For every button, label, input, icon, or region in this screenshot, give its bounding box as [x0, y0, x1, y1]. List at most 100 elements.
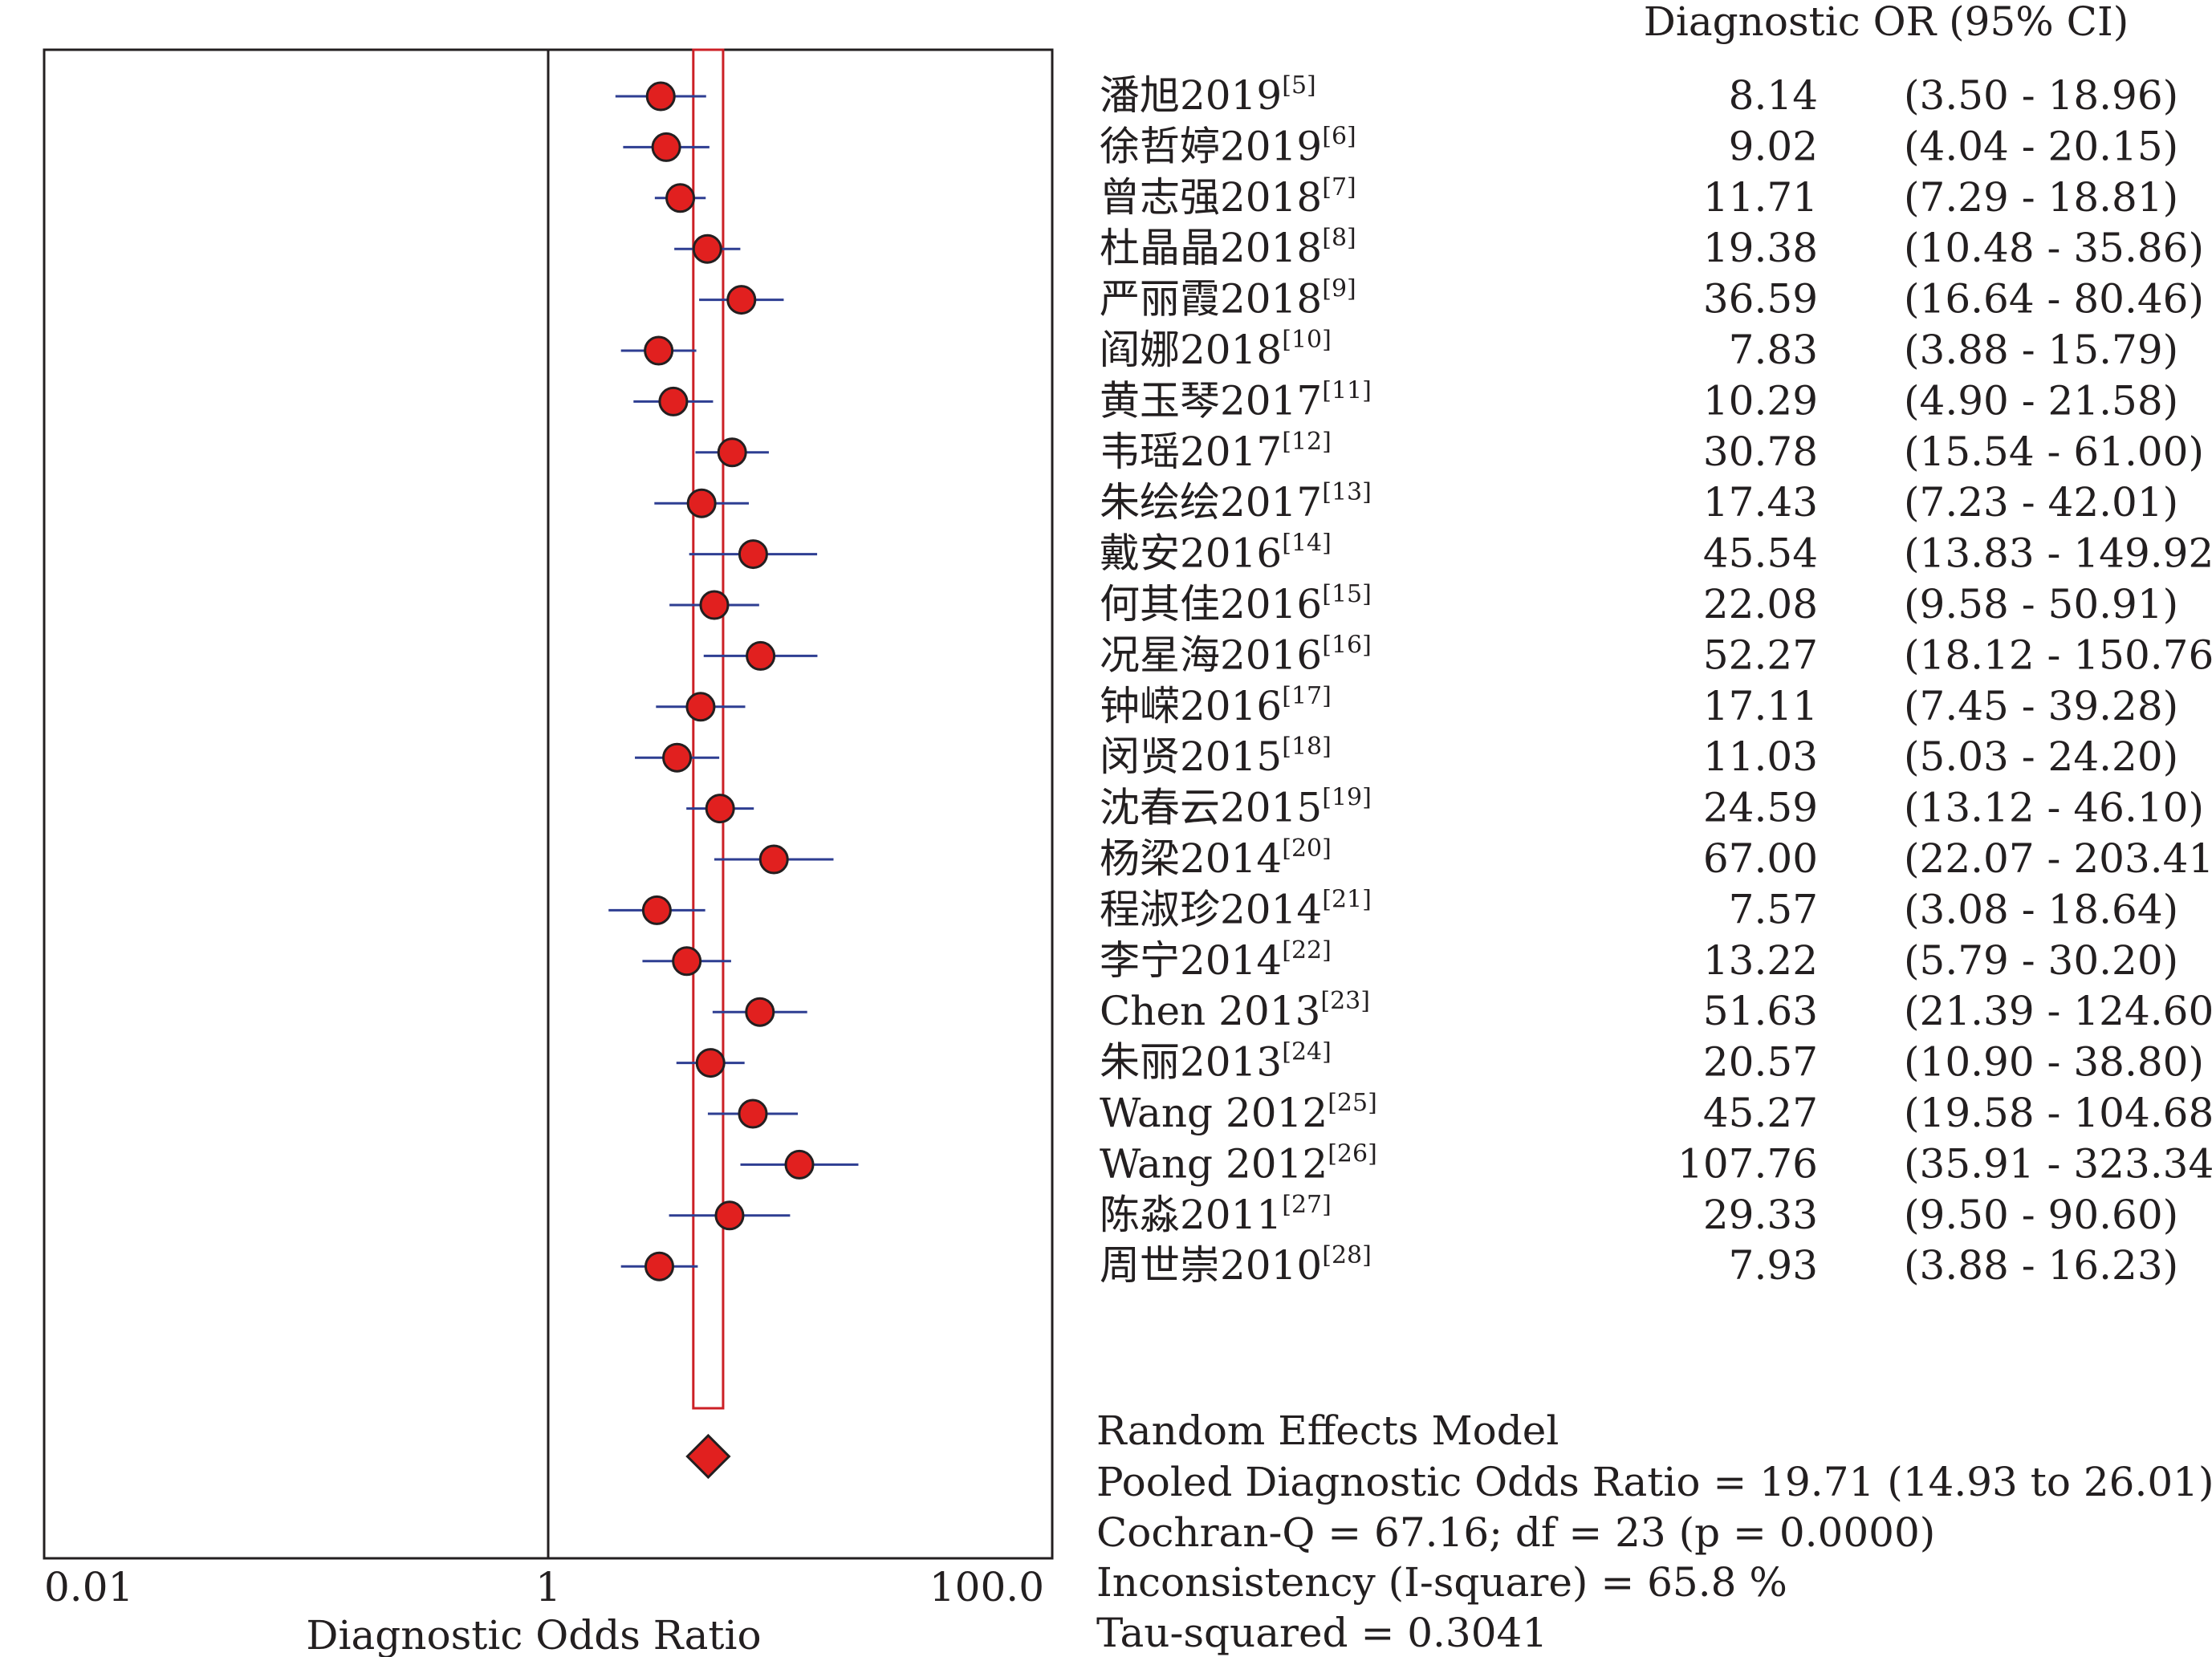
summary-block: Random Effects Model Pooled Diagnostic O… — [1096, 1407, 2212, 1656]
study-ci-value: (21.39 - 124.60) — [1904, 988, 2212, 1034]
x-axis: 0.01 1 100.0 — [44, 1564, 1044, 1610]
study-point — [686, 488, 717, 518]
study-reference: [5] — [1282, 71, 1316, 100]
study-point — [692, 234, 722, 264]
study-reference: [11] — [1322, 376, 1372, 404]
study-name: 韦瑶2017[12] — [1100, 428, 1332, 475]
study-ci-value: (10.90 - 38.80) — [1904, 1039, 2204, 1086]
study-or-value: 17.11 — [1703, 683, 1818, 729]
study-or-value: 7.57 — [1729, 886, 1818, 932]
study-ci-value: (18.12 - 150.76) — [1904, 632, 2212, 678]
study-reference: [23] — [1320, 987, 1370, 1015]
study-point — [685, 692, 716, 722]
study-reference: [8] — [1322, 224, 1356, 252]
study-or-value: 45.54 — [1703, 530, 1818, 577]
point-layer — [641, 81, 815, 1281]
study-or-value: 67.00 — [1703, 835, 1818, 882]
study-ci-value: (3.50 - 18.96) — [1904, 72, 2178, 119]
study-ci-value: (22.07 - 203.41) — [1904, 835, 2212, 882]
study-reference: [12] — [1282, 428, 1332, 456]
study-name: 钟嵘2016[17] — [1100, 682, 1332, 729]
study-reference: [16] — [1322, 631, 1372, 659]
study-name: 闵贤2015[18] — [1100, 733, 1332, 780]
study-point — [714, 1200, 745, 1231]
study-reference: [9] — [1322, 275, 1356, 303]
study-or-value: 19.38 — [1703, 225, 1818, 271]
study-name: Chen 2013[23] — [1100, 987, 1370, 1034]
study-or-value: 52.27 — [1703, 632, 1818, 678]
study-point — [644, 1251, 674, 1281]
study-point — [644, 335, 674, 366]
study-ci-value: (13.12 - 46.10) — [1904, 785, 2204, 831]
study-point — [658, 386, 689, 416]
study-reference: [13] — [1322, 478, 1372, 506]
study-ci-value: (4.90 - 21.58) — [1904, 377, 2178, 424]
study-ci-value: (4.04 - 20.15) — [1904, 123, 2178, 169]
study-reference: [22] — [1282, 936, 1332, 965]
study-name: 何其佳2016[15] — [1100, 580, 1372, 627]
study-ci-value: (10.48 - 35.86) — [1904, 225, 2204, 271]
study-reference: [25] — [1328, 1089, 1377, 1117]
study-or-value: 11.71 — [1703, 174, 1818, 221]
study-name: 李宁2014[22] — [1100, 936, 1332, 984]
study-or-value: 20.57 — [1703, 1039, 1818, 1086]
study-point — [738, 1099, 768, 1129]
study-or-value: 10.29 — [1703, 377, 1818, 424]
study-reference: [18] — [1282, 733, 1332, 761]
study-ci-value: (15.54 - 61.00) — [1904, 428, 2204, 475]
plot-area — [43, 48, 1054, 1560]
pooled-ci-band — [692, 48, 725, 1410]
study-reference: [15] — [1322, 580, 1372, 608]
study-ci-value: (3.08 - 18.64) — [1904, 886, 2178, 932]
study-point — [758, 844, 789, 875]
study-or-value: 8.14 — [1729, 72, 1818, 119]
study-name: Wang 2012[25] — [1100, 1089, 1377, 1136]
study-or-value: 13.22 — [1703, 937, 1818, 984]
study-or-value: 22.08 — [1703, 581, 1818, 627]
study-name: Wang 2012[26] — [1100, 1139, 1377, 1187]
summary-pooled-or: Pooled Diagnostic Odds Ratio = 19.71 (14… — [1096, 1459, 2212, 1505]
x-tick-label: 0.01 — [44, 1564, 133, 1610]
study-reference: [14] — [1282, 530, 1332, 558]
study-reference: [7] — [1322, 173, 1356, 201]
study-name: 曾志强2018[7] — [1100, 173, 1356, 221]
study-reference: [27] — [1282, 1191, 1332, 1219]
study-or-value: 29.33 — [1703, 1192, 1818, 1238]
study-point — [672, 946, 702, 977]
table-header: Diagnostic OR (95% CI) — [1644, 0, 2129, 45]
study-ci-value: (16.64 - 80.46) — [1904, 276, 2204, 323]
study-or-value: 7.83 — [1729, 327, 1818, 373]
study-ci-value: (5.03 - 24.20) — [1904, 733, 2178, 780]
study-point — [784, 1149, 815, 1180]
summary-i-square: Inconsistency (I-square) = 65.8 % — [1096, 1559, 1787, 1606]
study-reference: [6] — [1322, 122, 1356, 150]
study-or-value: 9.02 — [1729, 123, 1818, 169]
study-or-value: 30.78 — [1703, 428, 1818, 475]
study-ci-value: (7.45 - 39.28) — [1904, 683, 2178, 729]
study-point — [705, 794, 735, 824]
study-reference: [28] — [1322, 1241, 1372, 1269]
study-reference: [19] — [1322, 784, 1372, 812]
study-ci-value: (9.50 - 90.60) — [1904, 1192, 2178, 1238]
study-ci-value: (3.88 - 16.23) — [1904, 1242, 2178, 1289]
summary-model: Random Effects Model — [1096, 1407, 1559, 1454]
study-point — [695, 1048, 726, 1078]
study-name: 况星海2016[16] — [1100, 631, 1372, 678]
study-ci-value: (13.83 - 149.92) — [1904, 530, 2212, 577]
study-point — [699, 590, 730, 620]
study-name: 潘旭2019[5] — [1100, 71, 1316, 119]
study-table: 潘旭2019[5] 8.14 (3.50 - 18.96) 徐哲婷2019[6] 9.0… — [1100, 71, 2212, 1289]
study-name: 周世崇2010[28] — [1100, 1241, 1372, 1289]
study-point — [717, 437, 747, 468]
study-ci-value: (9.58 - 50.91) — [1904, 581, 2178, 627]
x-axis-label: Diagnostic Odds Ratio — [306, 1612, 761, 1657]
study-name: 杨梁2014[20] — [1100, 835, 1332, 882]
study-or-value: 17.43 — [1703, 479, 1818, 526]
study-or-value: 45.27 — [1703, 1090, 1818, 1136]
study-reference: [10] — [1282, 326, 1332, 354]
study-or-value: 7.93 — [1729, 1242, 1818, 1289]
study-point — [645, 81, 676, 112]
study-ci-value: (7.23 - 42.01) — [1904, 479, 2178, 526]
study-name: 严丽霞2018[9] — [1100, 275, 1356, 323]
